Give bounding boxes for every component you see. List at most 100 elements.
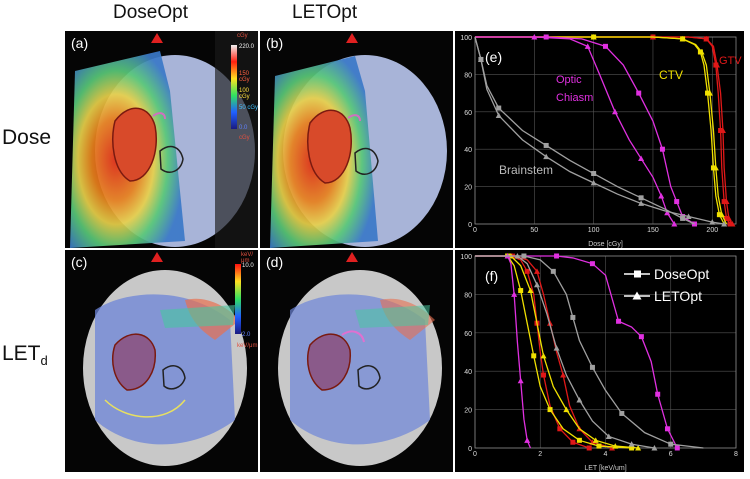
series-marker-square [616,318,622,324]
dose-colorbar-tick-100: 100 cGy [239,88,250,100]
tick-label-x: 0 [473,451,477,458]
annotation-label: CTV [659,68,683,82]
annotation-label: GTV [719,55,742,67]
dose-colorbar-under: cGy [239,135,250,141]
panel-d-label: (d) [266,254,284,270]
series-line [475,36,725,225]
series-marker-triangle [703,35,710,42]
series-marker-triangle [679,35,686,42]
series-marker-triangle [605,433,612,439]
legend-marker-triangle [632,291,642,300]
series-line [474,36,725,225]
series-marker-triangle [543,153,550,160]
tick-label-y: 80 [464,72,472,79]
tick-label-x: 50 [530,227,538,234]
tick-label-x: 200 [706,227,718,234]
let-colorbar-max: 10.0 [242,263,254,269]
ct-let-map-d [278,252,442,466]
series-marker-triangle [628,441,635,447]
legend-marker-square [634,270,641,278]
dose-colorbar-max: 220.0 [239,44,255,50]
tick-label-y: 60 [464,110,472,117]
chart-f-lvh: 0 2 4 6 8 0 20 40 60 80 100 LET [keV/um] DoseOpt LETO… [455,250,744,472]
series-marker-triangle [721,221,728,227]
series-marker-square [496,105,502,111]
series-marker-square [589,261,595,267]
series-marker-triangle [477,56,484,62]
series-line [475,255,704,449]
series-marker-square [680,215,686,221]
series-line [475,255,590,449]
row-label-let-subscript: d [40,353,48,369]
series-marker-square [638,334,644,340]
series-marker-square [674,199,680,205]
dose-colorbar-unit: cGy [237,33,248,39]
series-marker-square [603,43,608,49]
annotation-label: Brainstem [499,163,553,177]
ct-let-map-c [83,252,247,466]
chart-e-dvh: 0 50 100 150 200 0 20 40 60 80 100 Dose [cGy] GTV CTV… [455,31,744,248]
let-colorbar [235,264,241,334]
dose-colorbar [231,45,237,129]
series-marker-square [596,443,602,449]
row-label-letd: LETd [2,342,48,368]
tick-label-y: 100 [460,254,472,261]
let-colorbar-unit: keV/μm [241,252,254,264]
series-marker-triangle [563,406,570,413]
series-marker-triangle [527,287,534,294]
series-marker-square [589,364,595,370]
series-marker-square [705,90,711,96]
series-marker-triangle [638,155,645,162]
row-label-dose: Dose [2,126,52,149]
series-marker-square [638,195,644,201]
series-marker-square [655,391,661,397]
dose-colorbar-tick-150: 150 cGy [239,71,250,83]
column-header-letopt: LETOpt [292,2,358,23]
tick-label-x: 2 [538,451,542,458]
chart-e-svg: 0 50 100 150 200 0 20 40 60 80 100 Dose [cGy] GTV CTV… [460,34,742,248]
legend-label: DoseOpt [654,266,709,282]
series-marker-triangle [533,281,540,288]
series-marker-square [716,212,722,218]
series-marker-square [543,142,549,148]
series-line [475,255,632,449]
series-marker-square [724,215,730,221]
series-marker-triangle [592,437,599,443]
let-colorbar-under: keV/μm [237,343,258,349]
series-marker-triangle [706,90,713,96]
series-marker-triangle [584,43,591,49]
series-line [475,36,675,225]
series-marker-triangle [658,192,665,199]
series-marker-triangle [553,345,560,351]
series-marker-square [521,253,527,259]
panel-c-let-doseopt: (c) keV/μm 10.0 2.0 keV/μm [65,250,258,472]
tick-label-y: 40 [464,369,472,376]
panel-b-label: (b) [266,35,284,51]
series-marker-triangle [709,219,716,225]
series-line [474,36,695,225]
series-marker-triangle [719,127,726,133]
tick-label-y: 80 [464,292,472,299]
tick-label-y: 0 [468,446,472,453]
series-marker-triangle [524,437,531,443]
series-marker-triangle [671,221,678,227]
dose-colorbar-tick-50: 50 cGy [239,105,258,111]
series-marker-square [524,268,530,274]
series-marker-square [591,171,597,177]
column-header-doseopt: DoseOpt [113,2,188,23]
series-marker-square [659,146,665,152]
panel-a-label: (a) [71,35,89,51]
series-marker-square [727,221,733,227]
x-axis-label: Dose [cGy] [588,241,623,248]
panel-c-label: (c) [71,254,88,270]
annotation-label: Chiasm [556,92,593,104]
legend-label: LETOpt [654,288,702,304]
series-marker-square [570,314,576,320]
series-marker-triangle [531,34,538,40]
ct-dose-map-b [270,33,447,248]
series-marker-triangle [612,443,619,449]
series-marker-square [541,372,547,378]
series-marker-square [531,353,537,359]
series-marker-triangle [698,48,705,55]
tick-label-x: 0 [473,227,477,234]
